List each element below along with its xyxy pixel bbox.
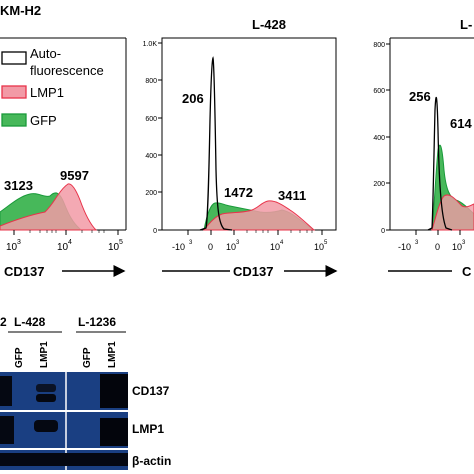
x-tick-kmh2-2-exp: 4 [68, 239, 72, 246]
lmp1-histogram-l428 [202, 200, 316, 231]
x-tick-l428-0: 0 [208, 242, 213, 252]
y-tick-l1236-400: 400 [373, 135, 385, 142]
y-tick-l428-800: 800 [145, 78, 157, 85]
x-tick-kmh2-3: 10 [108, 242, 120, 253]
annotation-206: 206 [182, 91, 204, 106]
lmp1-histogram-l1236 [431, 194, 474, 231]
band-cd137-partial [0, 376, 12, 406]
y-tick-l1236-600: 600 [373, 88, 385, 95]
lmp1-histogram-kmh2 [0, 183, 98, 231]
plot-l1236: 800 600 400 200 0 -10 3 0 10 3 256 614 C [373, 37, 474, 279]
cell-line-label-l1236: L-1236 [78, 315, 116, 329]
plot-kmh2: 10 3 10 4 10 5 3123 9597 CD137 [0, 37, 127, 279]
lane-label-l428-lmp1: LMP1 [39, 341, 50, 368]
x-tick-l1236-3: 10 [452, 242, 462, 252]
x-tick-l428-neg: -10 [172, 242, 185, 252]
x-tick-l428-5-exp: 5 [324, 240, 328, 246]
legend-swatch-autofluorescence [1, 51, 27, 65]
y-tick-l1236-0: 0 [381, 228, 385, 235]
x-tick-kmh2-2: 10 [57, 242, 69, 253]
plot-l428: 1.0K 800 600 400 200 0 -10 3 0 10 3 10 [143, 37, 338, 279]
x-tick-kmh2-1: 10 [6, 242, 18, 253]
autofluorescence-histogram-l1236 [427, 96, 453, 231]
lane-label-l1236-gfp: GFP [82, 347, 93, 368]
plot-title-kmh2: KM-H2 [0, 3, 41, 18]
plot-title-l428: L-428 [252, 17, 286, 32]
lane-label-l428-gfp: GFP [14, 347, 25, 368]
y-tick-l428-400: 400 [145, 153, 157, 160]
x-tick-l428-3-exp: 3 [236, 240, 240, 246]
x-tick-l1236-0: 0 [435, 242, 440, 252]
y-tick-l428-600: 600 [145, 116, 157, 123]
annotation-1472: 1472 [224, 185, 253, 200]
lane-label-l1236-lmp1: LMP1 [107, 341, 118, 368]
y-tick-l1236-200: 200 [373, 181, 385, 188]
x-tick-kmh2-1-exp: 3 [17, 239, 21, 246]
legend: Auto- fluorescence LMP1 GFP [1, 46, 104, 128]
annotation-614: 614 [450, 116, 472, 131]
annotation-256: 256 [409, 89, 431, 104]
x-axis-label-l1236: C [462, 264, 472, 279]
x-tick-l1236-neg-exp: 3 [415, 240, 419, 246]
x-tick-kmh2-3-exp: 5 [119, 239, 123, 246]
band-lmp1-l1236-lmp1 [100, 418, 128, 446]
annotation-3123: 3123 [4, 178, 33, 193]
band-actin-all [0, 453, 128, 466]
y-tick-l1236-800: 800 [373, 42, 385, 49]
legend-autofluorescence-line1: Auto- [30, 46, 61, 61]
cell-line-label-l428: L-428 [14, 315, 46, 329]
annotation-3411: 3411 [278, 188, 306, 203]
legend-swatch-gfp [1, 113, 27, 127]
band-cd137-l1236-lmp1 [100, 374, 128, 408]
band-label-cd137: CD137 [132, 384, 170, 398]
x-tick-l428-3: 10 [226, 242, 236, 252]
cell-line-label-partial: 2 [0, 315, 7, 329]
band-lmp1-partial [0, 416, 14, 444]
band-cd137-l428-lmp1-lower [36, 394, 56, 402]
band-label-lmp1: LMP1 [132, 422, 164, 436]
x-tick-l1236-3-exp: 3 [462, 240, 466, 246]
y-tick-l428-200: 200 [145, 190, 157, 197]
x-axis-label-l428: CD137 [233, 264, 273, 279]
western-blot-panel: 2 L-428 L-1236 GFP LMP1 GFP LMP1 CD137 L… [0, 315, 171, 470]
annotation-9597: 9597 [60, 168, 89, 183]
x-tick-l428-5: 10 [314, 242, 324, 252]
y-tick-l428-1k: 1.0K [143, 41, 158, 48]
y-tick-l428-0: 0 [153, 228, 157, 235]
plot-title-l1236: L- [460, 17, 472, 32]
band-lmp1-l428-lmp1 [34, 420, 58, 432]
x-tick-l1236-neg: -10 [398, 242, 411, 252]
x-tick-l428-4: 10 [270, 242, 280, 252]
legend-swatch-lmp1 [1, 85, 27, 99]
legend-autofluorescence-line2: fluorescence [30, 63, 104, 78]
x-tick-l428-4-exp: 4 [280, 240, 284, 246]
legend-gfp: GFP [30, 113, 57, 128]
band-label-actin: β-actin [132, 454, 171, 468]
band-cd137-l428-lmp1-upper [36, 384, 56, 392]
x-tick-l428-neg-exp: 3 [189, 240, 193, 246]
x-axis-label-kmh2: CD137 [4, 264, 44, 279]
legend-lmp1: LMP1 [30, 85, 64, 100]
autofluorescence-histogram-l428 [199, 56, 233, 231]
